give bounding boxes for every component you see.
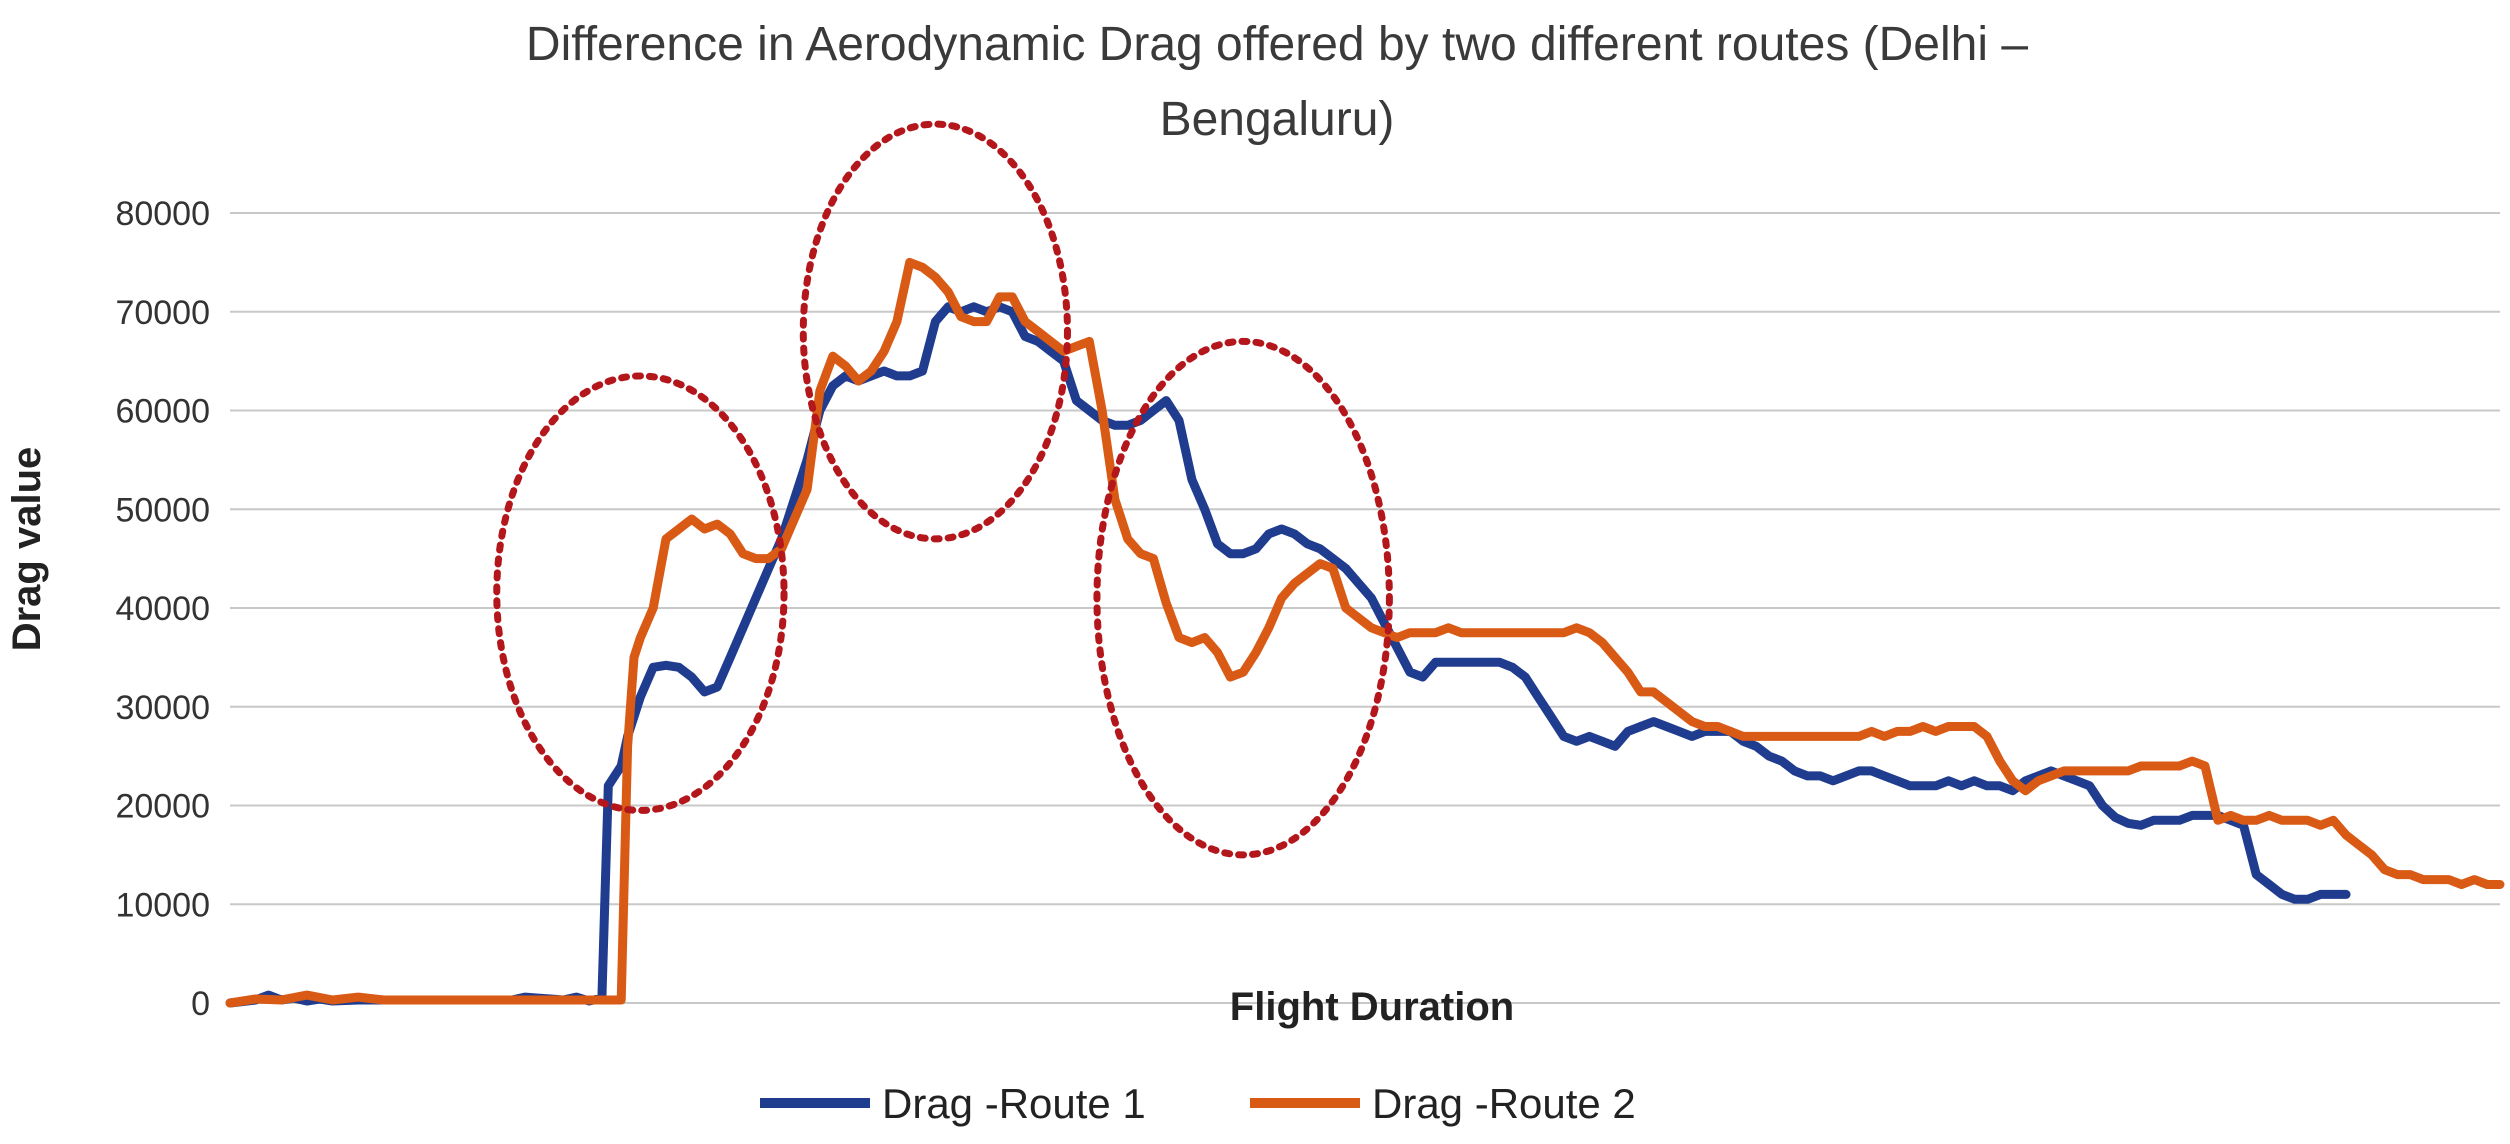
highlight-circle-2 bbox=[799, 120, 1071, 543]
y-tick-label-60000: 60000 bbox=[115, 393, 210, 431]
series-line-route-2 bbox=[225, 257, 2505, 1008]
legend-label-route-1: Drag -Route 1 bbox=[882, 1080, 1146, 1127]
legend-label-route-2: Drag -Route 2 bbox=[1372, 1080, 1636, 1127]
gridlines bbox=[230, 212, 2500, 1004]
highlight-circle-3 bbox=[1093, 337, 1393, 859]
chart-title-line1: Difference in Aerodynamic Drag offered b… bbox=[526, 18, 2028, 71]
y-tick-label-20000: 20000 bbox=[115, 788, 210, 826]
chart-title-line2: Bengaluru) bbox=[1160, 93, 1395, 146]
legend: Drag -Route 1 Drag -Route 2 bbox=[760, 1080, 1636, 1127]
highlight-circles bbox=[493, 120, 1393, 859]
y-tick-label-80000: 80000 bbox=[115, 195, 210, 233]
y-tick-label-10000: 10000 bbox=[115, 886, 210, 924]
y-tick-label-40000: 40000 bbox=[115, 590, 210, 628]
highlight-circle-1 bbox=[493, 372, 788, 814]
y-tick-label-0: 0 bbox=[191, 985, 210, 1023]
y-axis-title: Drag value bbox=[5, 447, 49, 652]
y-tick-label-50000: 50000 bbox=[115, 491, 210, 529]
y-tick-label-70000: 70000 bbox=[115, 294, 210, 332]
x-axis-title: Flight Duration bbox=[1230, 985, 1514, 1029]
y-tick-label-30000: 30000 bbox=[115, 689, 210, 727]
series-lines bbox=[225, 257, 2505, 1008]
y-axis-tick-labels: 0 10000 20000 30000 40000 50000 60000 70000 8000… bbox=[115, 195, 210, 1023]
series-line-route-1 bbox=[225, 302, 2351, 1008]
